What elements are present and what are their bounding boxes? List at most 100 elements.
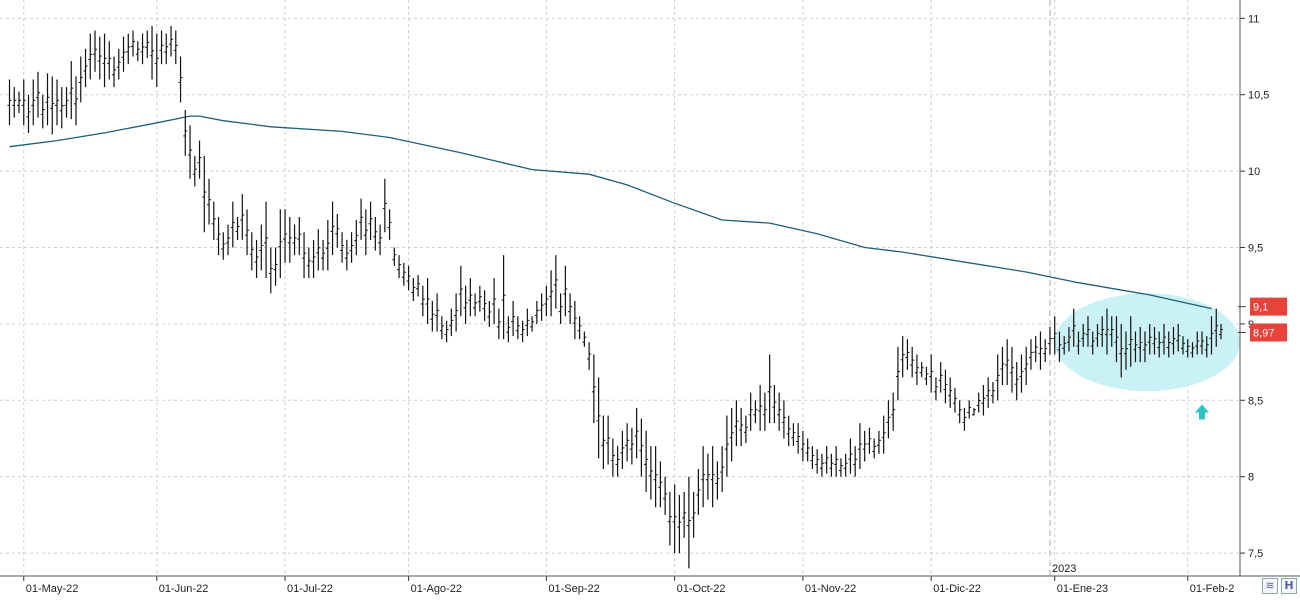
price-bar (848, 438, 853, 474)
price-bar (468, 278, 473, 317)
price-bar (1047, 326, 1052, 355)
price-bar (1142, 331, 1147, 363)
y-tick-label: 11 (1248, 13, 1259, 25)
price-bar (1104, 308, 1109, 355)
price-bar (1066, 326, 1071, 352)
price-bar (1081, 323, 1086, 347)
price-bar (207, 178, 212, 225)
price-bar (249, 232, 254, 271)
price-bar (102, 33, 107, 88)
price-flag (1250, 323, 1287, 342)
h-icon[interactable]: H (1281, 578, 1297, 594)
price-bar (663, 476, 668, 515)
price-bar (601, 415, 606, 470)
price-bar (287, 216, 292, 263)
price-bar (131, 30, 136, 57)
price-bar (359, 198, 364, 240)
price-bar (914, 354, 919, 386)
price-bar (387, 209, 392, 240)
price-bar (330, 201, 335, 256)
resize-icon[interactable]: ≋ (1262, 578, 1278, 594)
price-bar (264, 201, 269, 279)
price-bar (781, 400, 786, 439)
x-tick-label: 01-Feb-2 (1190, 583, 1235, 595)
price-bar (273, 247, 278, 286)
price-bar (1180, 336, 1185, 355)
price-bar (715, 461, 720, 500)
price-bar (1076, 331, 1081, 355)
price-bar (971, 407, 976, 416)
price-bar (767, 354, 772, 424)
price-bar (164, 33, 169, 65)
price-bar (990, 381, 995, 404)
price-bar (800, 430, 805, 462)
price-bar (819, 453, 824, 477)
price-bar (1171, 326, 1176, 355)
price-bar (392, 247, 397, 266)
price-bar (116, 48, 121, 80)
price-bar (995, 354, 1000, 401)
price-bar (477, 285, 482, 312)
price-flag-label: 8,97 (1253, 327, 1274, 339)
price-bar (1176, 323, 1181, 352)
price-bar (606, 415, 611, 465)
price-bar (31, 79, 36, 126)
price-bar (1214, 308, 1219, 347)
price-bar (325, 220, 330, 271)
price-bar (568, 293, 573, 324)
price-bar (862, 430, 867, 462)
price-bar (1161, 323, 1166, 355)
x-tick-label: 01-Jul-22 (287, 583, 333, 595)
price-bar (544, 285, 549, 317)
price-bar (553, 255, 558, 309)
price-bar (1199, 331, 1204, 355)
price-bar (900, 336, 905, 378)
price-bar (720, 446, 725, 492)
price-bar (525, 308, 530, 337)
price-bar (454, 293, 459, 332)
price-bar (957, 400, 962, 424)
price-bar (458, 265, 463, 317)
price-bar (382, 178, 387, 233)
price-bar (425, 278, 430, 324)
price-bar (834, 446, 839, 477)
price-bar (981, 385, 986, 416)
price-bar (1052, 316, 1057, 355)
price-bar (7, 79, 12, 126)
price-bar (1147, 323, 1152, 355)
price-bar (292, 224, 297, 256)
y-tick-label: 8,5 (1248, 395, 1263, 407)
price-bar (910, 346, 915, 378)
price-bar (1195, 331, 1200, 355)
price-bar (230, 201, 235, 248)
price-bar (587, 342, 592, 370)
price-bar (97, 36, 102, 80)
price-bar (226, 224, 231, 256)
price-bar (943, 369, 948, 404)
price-bar (682, 491, 687, 538)
price-bar (705, 453, 710, 500)
price-bar (530, 316, 535, 332)
price-bar (211, 201, 216, 240)
price-bar (221, 232, 226, 260)
price-bar (729, 407, 734, 462)
y-tick-label: 10 (1248, 166, 1260, 178)
price-bar (1024, 346, 1029, 386)
x-tick-label: 01-Dic-22 (933, 583, 981, 595)
price-bar (838, 458, 843, 477)
price-bar (739, 407, 744, 447)
price-bar (810, 446, 815, 470)
price-bar (321, 239, 326, 271)
price-bar (539, 293, 544, 321)
price-bar (473, 293, 478, 317)
price-bar (411, 278, 416, 301)
price-bar (216, 216, 221, 256)
price-bar (615, 446, 620, 477)
price-bar (691, 491, 696, 538)
price-bar (1123, 331, 1128, 370)
price-bar (135, 41, 140, 62)
price-bar (145, 30, 150, 59)
x-tick-label: 01-Jun-22 (159, 583, 209, 595)
price-bar (534, 300, 539, 324)
